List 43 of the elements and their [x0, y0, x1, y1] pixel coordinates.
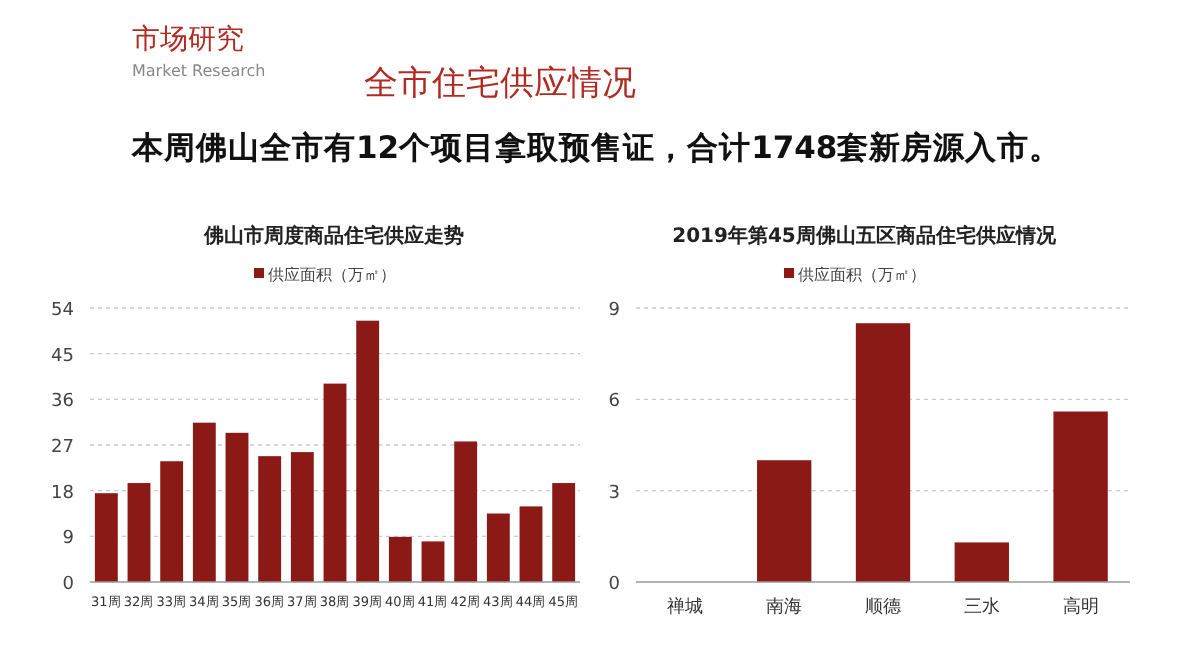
bar [323, 383, 347, 582]
bar [94, 493, 118, 582]
y-tick-label: 18 [51, 483, 75, 504]
chart-title: 佛山市周度商品住宅供应走势 [202, 224, 464, 248]
bar [258, 456, 282, 582]
y-tick-label: 45 [51, 346, 74, 367]
bar [290, 452, 314, 582]
bar [388, 536, 412, 582]
y-tick-label: 6 [608, 392, 621, 413]
text: 市场研究 [132, 24, 244, 56]
x-tick-label: 顺德 [865, 596, 901, 618]
x-tick-label: 禅城 [667, 596, 704, 618]
y-tick-label: 3 [608, 483, 620, 504]
bar [356, 320, 380, 582]
x-tick-label: 三水 [963, 596, 1000, 618]
x-tick-label: 南海 [766, 596, 803, 618]
x-tick-label: 高明 [1062, 596, 1099, 618]
bar [192, 422, 216, 582]
bar [421, 541, 445, 582]
y-tick-label: 27 [51, 438, 74, 458]
bar [1053, 411, 1108, 582]
bar [552, 483, 576, 582]
y-tick-label: 9 [62, 529, 75, 550]
y-tick-label: 9 [608, 301, 621, 321]
y-tick-label: 36 [51, 392, 75, 413]
bar [454, 441, 478, 582]
bar [855, 323, 911, 582]
y-tick-label: 0 [62, 575, 75, 595]
text: 全市住宅供应情况 [364, 64, 636, 104]
bar [954, 542, 1009, 582]
bar [519, 506, 543, 582]
y-tick-label: 0 [608, 575, 621, 595]
chart-title: 2019年第45周佛山五区商品住宅供应情况 [672, 224, 1058, 248]
text: 本周佛山全市有12个项目拿取预售证，合计1748套新房源入市。 [130, 128, 1062, 166]
bar [225, 432, 249, 582]
legend-label: 供应面积（万㎡） [798, 266, 926, 284]
bar [160, 461, 184, 582]
text: Market Research [132, 62, 266, 80]
bar [757, 460, 812, 582]
bar [127, 483, 151, 582]
y-tick-label: 54 [51, 301, 75, 321]
legend-label: 供应面积（万㎡） [268, 266, 396, 284]
bar [486, 513, 510, 582]
